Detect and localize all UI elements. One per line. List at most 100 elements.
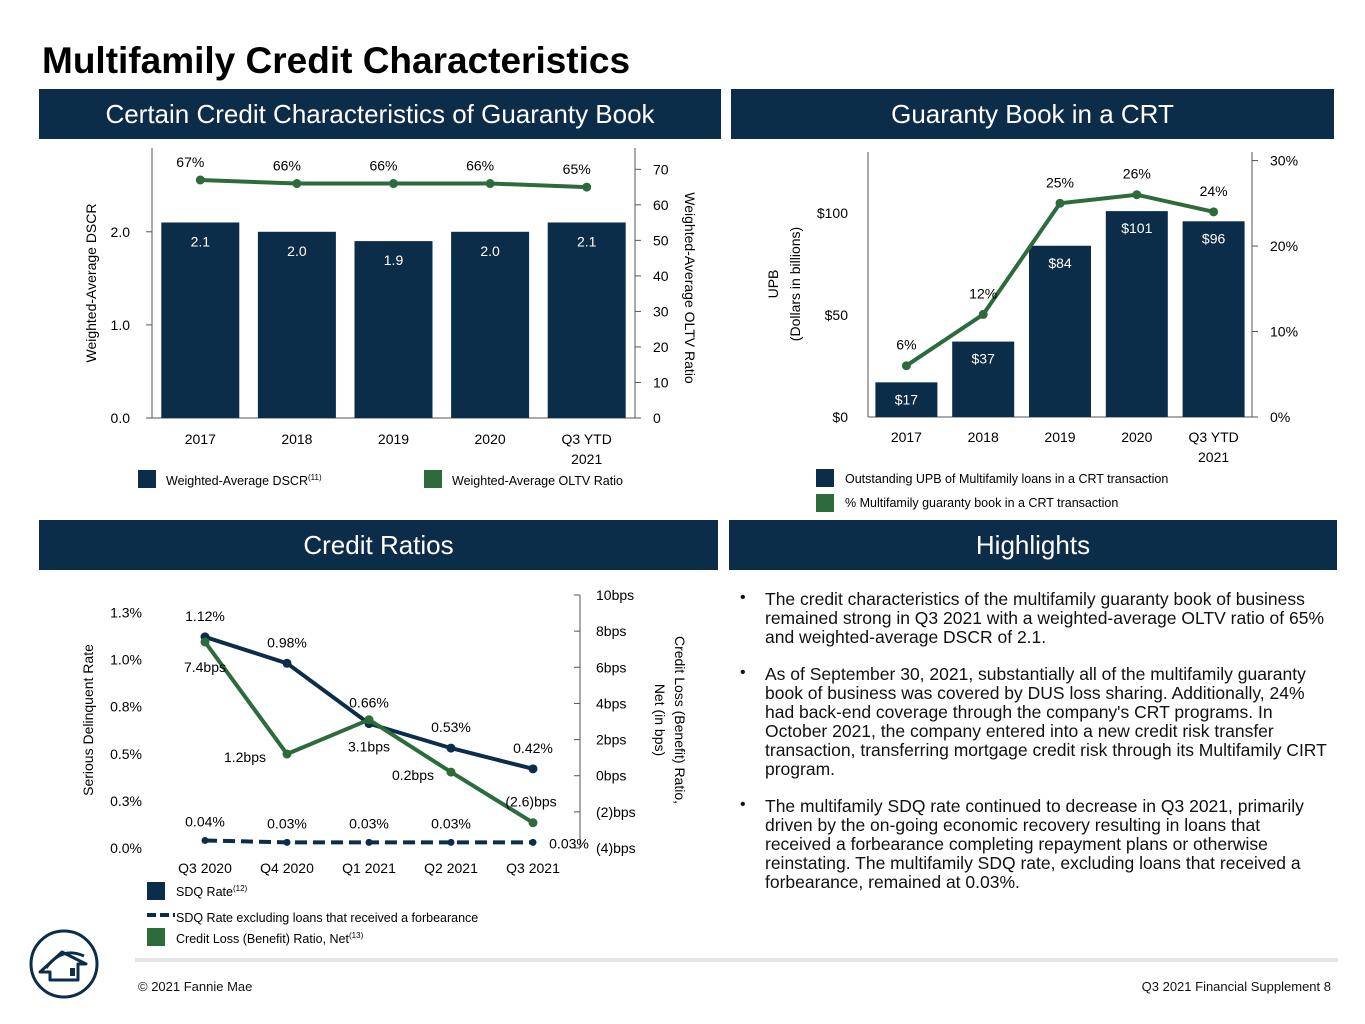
section-header-highlights: Highlights bbox=[729, 520, 1337, 570]
x-tick-label: Q3 YTD bbox=[562, 431, 612, 447]
crt-percent-data-label: 24% bbox=[1200, 183, 1228, 199]
credit-loss-data-label: 3.1bps bbox=[348, 739, 390, 755]
y-tick-label: $50 bbox=[825, 307, 849, 323]
crt-percent-point bbox=[901, 361, 911, 371]
y2-tick-label: 0% bbox=[1270, 409, 1290, 425]
x-tick-label: Q1 2021 bbox=[342, 860, 396, 876]
y2-axis-label-line2: Net (in bps) bbox=[652, 684, 668, 756]
oltv-data-label: 65% bbox=[563, 161, 591, 177]
oltv-point bbox=[195, 175, 205, 185]
highlight-item: • As of September 30, 2021, substantially… bbox=[740, 664, 1327, 779]
legend-swatch-oltv bbox=[424, 470, 442, 488]
legend-swatch-upb bbox=[816, 469, 834, 487]
y2-tick-label: 6bps bbox=[596, 659, 626, 675]
legend-swatch-dscr bbox=[138, 470, 156, 488]
y2-tick-label: 30 bbox=[653, 303, 669, 319]
highlights-list: • The credit characteristics of the multi… bbox=[740, 589, 1330, 910]
x-tick-label: 2018 bbox=[968, 429, 999, 445]
sdq-excl-forbearance-point bbox=[529, 838, 537, 846]
sdq-excl-forbearance-point bbox=[365, 838, 373, 846]
y-tick-label: 0.0% bbox=[110, 840, 142, 856]
oltv-point bbox=[292, 179, 302, 189]
y2-tick-label: 10bps bbox=[596, 587, 634, 603]
x-tick-label: 2019 bbox=[1044, 429, 1075, 445]
y-axis-label: UPB bbox=[765, 270, 781, 299]
crt-percent-data-label: 26% bbox=[1123, 166, 1151, 182]
y-tick-label: 1.0 bbox=[111, 317, 131, 333]
y2-tick-label: 40 bbox=[653, 268, 669, 284]
crt-chart: $0 $50 $100 0% 10% 20% 30% $17 2017 $37 2018 $84 201… bbox=[765, 152, 1298, 512]
x-tick-label: 2020 bbox=[1121, 429, 1152, 445]
x-tick-label: 2021 bbox=[1198, 449, 1229, 465]
section-header-crt: Guaranty Book in a CRT bbox=[731, 89, 1334, 139]
highlight-item: • The credit characteristics of the multi… bbox=[740, 589, 1325, 647]
sdq-rate-point bbox=[446, 743, 456, 753]
oltv-data-label: 67% bbox=[176, 154, 204, 170]
credit-loss-data-label: (2.6)bps bbox=[505, 794, 556, 810]
bar-data-label: $96 bbox=[1202, 230, 1226, 246]
crt-percent-point bbox=[1055, 198, 1065, 208]
x-tick-label: Q2 2021 bbox=[424, 860, 478, 876]
copyright: © 2021 Fannie Mae bbox=[138, 979, 253, 994]
oltv-point bbox=[485, 179, 495, 189]
legend-label-percent: % Multifamily guaranty book in a CRT tra… bbox=[845, 496, 1118, 510]
page-title: Multifamily Credit Characteristics bbox=[42, 40, 631, 81]
y-tick-label: 2.0 bbox=[111, 224, 131, 240]
y2-tick-label: 30% bbox=[1270, 153, 1298, 169]
legend-label-excl: SDQ Rate excluding loans that received a… bbox=[176, 911, 478, 925]
credit-loss-point bbox=[528, 818, 538, 828]
bar bbox=[1182, 221, 1245, 417]
section-header-credit-characteristics: Certain Credit Characteristics of Guaran… bbox=[39, 89, 721, 139]
y-tick-label: 1.3% bbox=[110, 604, 142, 620]
y-tick-label: $0 bbox=[832, 409, 848, 425]
crt-percent-data-label: 25% bbox=[1046, 174, 1074, 190]
sdq-rate-point bbox=[282, 658, 292, 668]
bar-data-label: $84 bbox=[1048, 255, 1072, 271]
bar bbox=[161, 222, 240, 418]
bar bbox=[952, 341, 1015, 417]
oltv-data-label: 66% bbox=[466, 158, 494, 174]
y2-tick-label: (4)bps bbox=[596, 840, 636, 856]
x-tick-label: 2021 bbox=[571, 451, 602, 467]
bar bbox=[875, 382, 938, 417]
bar-data-label: $17 bbox=[895, 391, 919, 407]
y2-tick-label: 0bps bbox=[596, 768, 626, 784]
credit-loss-data-label: 0.2bps bbox=[392, 767, 434, 783]
crt-percent-data-label: 12% bbox=[969, 285, 997, 301]
y-tick-label: 0.0 bbox=[111, 410, 131, 426]
sdq-excl-forbearance-data-label: 0.03% bbox=[267, 815, 307, 831]
crt-percent-data-label: 6% bbox=[896, 337, 916, 353]
crt-percent-point bbox=[978, 309, 988, 319]
y-tick-label: 0.5% bbox=[110, 746, 142, 762]
sdq-excl-forbearance-data-label: 0.04% bbox=[185, 813, 225, 829]
y-axis-label: Serious Delinquent Rate bbox=[80, 644, 96, 796]
page-footer-info: Q3 2021 Financial Supplement 8 bbox=[1141, 979, 1331, 994]
y-tick-label: 1.0% bbox=[110, 652, 142, 668]
credit-loss-point bbox=[200, 637, 210, 647]
y2-tick-label: 50 bbox=[653, 232, 669, 248]
legend-swatch-sdq bbox=[147, 882, 165, 900]
y2-tick-label: 4bps bbox=[596, 695, 626, 711]
y2-tick-label: 8bps bbox=[596, 623, 626, 639]
bar-data-label: 1.9 bbox=[384, 252, 404, 268]
x-tick-label: Q4 2020 bbox=[260, 860, 314, 876]
bar bbox=[257, 231, 336, 418]
y-axis-label-units: (Dollars in billions) bbox=[787, 227, 803, 341]
legend-label-oltv: Weighted-Average OLTV Ratio bbox=[452, 474, 623, 488]
bar-data-label: 2.1 bbox=[577, 233, 597, 249]
x-tick-label: 2019 bbox=[378, 431, 409, 447]
credit-loss-point bbox=[446, 767, 456, 777]
bar-data-label: $37 bbox=[972, 351, 996, 367]
y-axis-label: Weighted-Average DSCR bbox=[83, 203, 99, 362]
legend-swatch-loss bbox=[147, 928, 165, 946]
y2-tick-label: 60 bbox=[653, 197, 669, 213]
x-tick-label: Q3 2020 bbox=[178, 860, 232, 876]
legend-label-loss: Credit Loss (Benefit) Ratio, Net(13) bbox=[176, 931, 364, 946]
y-tick-label: $100 bbox=[817, 205, 848, 221]
crt-percent-point bbox=[1209, 207, 1219, 217]
highlight-item: • The multifamily SDQ rate continued to d… bbox=[740, 796, 1304, 892]
fannie-mae-logo-icon bbox=[29, 929, 99, 999]
sdq-rate-data-label: 1.12% bbox=[185, 608, 225, 624]
credit-loss-point bbox=[282, 749, 292, 759]
footer-divider bbox=[135, 958, 1338, 962]
